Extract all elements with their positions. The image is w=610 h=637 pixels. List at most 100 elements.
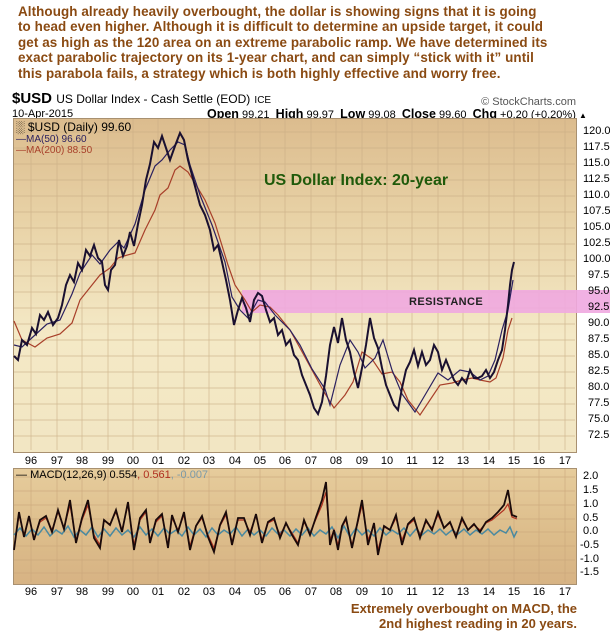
close-label: Close [401,107,436,121]
y-tick: 87.5 [588,333,610,345]
y-tick: 102.5 [583,237,610,249]
x-tick: 07 [304,586,318,598]
x-tick: 15 [507,455,521,467]
x-tick: 03 [202,455,216,467]
y-tick: 92.5 [588,301,610,313]
x-tick: 07 [304,455,318,467]
y-tick: 0.5 [583,512,599,524]
y-tick: 0.0 [583,525,599,537]
x-tick: 16 [532,586,546,598]
x-tick: 11 [406,455,418,467]
annotation-line: 2nd highest reading in 20 years. [379,616,577,631]
x-tick: 98 [75,455,89,467]
x-tick: 17 [558,586,572,598]
x-tick: 01 [151,586,165,598]
ma50-swatch-icon: — [16,134,26,145]
macd-legend: — MACD(12,26,9) 0.554, 0.561, -0.007 [16,469,209,481]
x-tick: 10 [380,455,394,467]
x-tick: 17 [558,455,572,467]
y-tick: 105.0 [583,221,610,233]
ma200-swatch-icon: — [16,145,26,156]
x-tick: 04 [228,586,242,598]
y-tick: 95.0 [588,285,610,297]
commentary-line: exact parabolic trajectory on its 1-year… [18,50,534,66]
annotation-line: Extremely overbought on MACD, the [350,601,577,616]
y-tick: 112.5 [583,173,610,185]
y-tick: 75.0 [588,413,610,425]
legend-price: $USD (Daily) 99.60 [27,120,132,134]
y-tick: 72.5 [588,429,610,441]
y-tick: 82.5 [588,365,610,377]
x-tick: 97 [50,455,64,467]
low-label: Low [340,107,366,121]
y-tick: 120.0 [583,125,610,137]
exchange: ICE [254,95,272,106]
macd-gridlines [14,469,575,582]
macd-value: 0.554 [109,469,138,481]
x-tick: 10 [380,586,394,598]
price-series-icon: ░ [16,120,25,134]
chart-annotation-title: US Dollar Index: 20-year [264,172,449,189]
x-tick: 08 [329,586,343,598]
y-tick: -0.5 [580,539,599,551]
y-tick: 85.0 [588,349,610,361]
x-tick: 09 [355,455,369,467]
y-tick: 77.5 [588,397,610,409]
x-tick: 14 [482,586,496,598]
x-tick: 98 [75,586,89,598]
symbol: $USD [12,90,53,107]
commentary-line: to head even higher. Although it is diff… [18,19,544,35]
price-panel [13,118,577,453]
x-tick: 05 [253,455,267,467]
commentary-line: Although already heavily overbought, the… [18,4,537,19]
macd-histogram [13,524,518,540]
macd-line [13,481,518,556]
macd-label: MACD(12,26,9) [30,469,107,481]
y-tick: 90.0 [588,317,610,329]
high-label: High [275,107,304,121]
y-tick: 97.5 [588,269,610,281]
stockcharts-credit[interactable]: © StockCharts.com [481,96,576,108]
commentary: Although already heavily overbought, the… [18,4,547,81]
y-tick: -1.5 [580,566,599,578]
y-tick: 110.0 [583,189,610,201]
y-tick: 80.0 [588,381,610,393]
x-tick: 14 [482,455,496,467]
x-tick: 12 [431,586,445,598]
macd-histogram-value: -0.007 [176,469,209,481]
legend-ma50: MA(50) 96.60 [26,134,87,145]
ma200-line [13,165,513,417]
x-tick: 97 [50,586,64,598]
chart-date: 10-Apr-2015 [12,108,74,120]
chart-header-symbol: $USD US Dollar Index - Cash Settle (EOD)… [12,90,271,107]
x-tick: 00 [126,455,140,467]
x-tick: 06 [278,586,292,598]
macd-annotation: Extremely overbought on MACD, the 2nd hi… [322,601,577,631]
legend-ma200: MA(200) 88.50 [26,145,93,156]
chg-label: Chg [472,107,497,121]
resistance-label: RESISTANCE [409,296,484,308]
x-tick: 02 [177,586,191,598]
y-tick: 1.5 [583,484,599,496]
resistance-band [242,290,610,313]
x-tick: 13 [456,455,470,467]
open-label: Open [207,107,239,121]
price-legend: ░ $USD (Daily) 99.60 —MA(50) 96.60 —MA(2… [16,120,131,156]
x-tick: 16 [532,455,546,467]
x-tick: 04 [228,455,242,467]
y-tick: 2.0 [583,470,599,482]
x-tick: 03 [202,586,216,598]
x-tick: 00 [126,586,140,598]
ma50-line [13,141,514,414]
y-tick: 115.0 [583,157,610,169]
x-tick: 96 [24,455,38,467]
macd-swatch-icon: — [16,469,27,481]
macd-signal-value: 0.561 [143,469,171,481]
x-tick: 99 [101,455,115,467]
x-tick: 11 [406,586,418,598]
x-tick: 05 [253,586,267,598]
symbol-name: US Dollar Index - Cash Settle (EOD) [56,92,251,106]
y-tick: -1.0 [580,553,599,565]
